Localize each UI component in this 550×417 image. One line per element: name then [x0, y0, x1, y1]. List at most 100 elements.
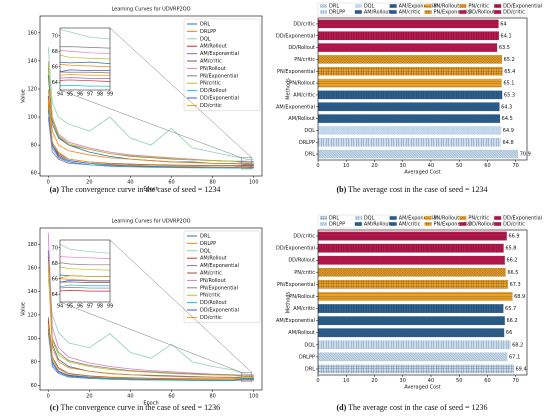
series-line — [47, 326, 254, 381]
y-tick-label: DRL — [305, 152, 315, 158]
inset-x-tick-label: 99 — [107, 92, 113, 98]
value-label: 65.7 — [505, 306, 516, 312]
legend-swatch-hatch — [320, 222, 327, 226]
x-axis-label: Averaged Cost — [404, 385, 440, 391]
caption-label: (b) — [337, 185, 347, 194]
series-line — [47, 100, 254, 168]
inset-line — [60, 284, 110, 288]
x-tick-label: 100 — [249, 180, 259, 186]
y-tick-label: 120 — [27, 312, 37, 318]
inset-line — [60, 281, 110, 283]
series-line — [47, 88, 254, 166]
legend-swatch-hatch — [459, 10, 467, 14]
legend-label: DRLPP — [200, 29, 216, 35]
legend-swatch-hatch — [459, 222, 467, 226]
legend-swatch-hatch — [424, 4, 432, 8]
x-tick-label: 10 — [343, 378, 349, 384]
inset-line — [60, 54, 110, 60]
legend-label: DD/critic — [200, 315, 222, 321]
y-tick-label: 180 — [27, 242, 37, 248]
value-label: 66.2 — [506, 258, 517, 264]
inset-x-tick-label: 97 — [87, 92, 93, 98]
lines — [47, 46, 254, 169]
y-tick-label: PN/Rollout — [289, 294, 315, 300]
legend-label: DQL — [364, 216, 375, 222]
value-label: 66.2 — [506, 318, 517, 324]
inset-line — [60, 74, 110, 76]
x-tick-label: 80 — [209, 180, 215, 186]
legend-label: DD/Rollout — [468, 222, 495, 228]
chart-title: Learning Curves for UDVRP2OO — [111, 7, 190, 13]
inset-x-tick-label: 95 — [67, 92, 73, 98]
value-label: 66.5 — [507, 270, 518, 276]
series-line — [47, 67, 254, 162]
inset-line — [60, 256, 110, 259]
legend-label: DD/Rollout — [468, 10, 495, 16]
y-tick-label: 80 — [31, 359, 37, 365]
inset-lines — [60, 29, 110, 87]
series-line — [47, 63, 254, 164]
inset-y-tick-label: 68 — [52, 49, 58, 55]
y-tick-label: PN/Exponential — [277, 69, 315, 75]
inset-x-tick-label: 99 — [107, 304, 113, 310]
inset-y-tick-label: 66 — [52, 64, 58, 70]
plot-frame — [317, 17, 528, 161]
y-tick-label: 100 — [27, 336, 37, 342]
value-label: 65.1 — [503, 81, 514, 87]
legend-label: DD/critic — [503, 10, 525, 16]
zoom-connector — [109, 239, 252, 373]
x-axis-label: Epoch — [143, 401, 158, 407]
y-tick-label: DD/Exponential — [276, 246, 315, 252]
inset-line — [60, 290, 110, 292]
legend-swatch-hatch — [494, 222, 502, 226]
bar-hatch — [317, 328, 505, 338]
y-tick-label: DRLPP — [299, 140, 315, 146]
zoom-connector — [59, 89, 242, 158]
zoom-connector — [109, 27, 252, 158]
value-label: 65.4 — [504, 69, 515, 75]
x-tick-label: 30 — [400, 378, 406, 384]
x-tick-label: 20 — [371, 163, 377, 169]
x-tick-label: 0 — [316, 163, 319, 169]
inset-line — [60, 266, 110, 271]
legend-label: DD/Exponential — [503, 216, 542, 222]
y-tick-label: AM/critic — [293, 306, 315, 312]
caption-label: (c) — [50, 403, 59, 412]
legend-label: AM/Rollout — [364, 10, 391, 16]
legend-swatch-hatch — [389, 222, 397, 226]
x-tick-label: 30 — [400, 163, 406, 169]
value-label: 63.5 — [499, 45, 510, 51]
value-label: 64.1 — [501, 33, 512, 39]
inset-line — [60, 61, 110, 65]
bar-hatch — [317, 149, 519, 159]
legend-label: PN/Exponential — [434, 222, 472, 228]
inset-y-tick-label: 68 — [52, 261, 58, 267]
y-tick-label: 140 — [27, 289, 37, 295]
y-tick-label: PN/Exponential — [277, 282, 315, 288]
inset-x-tick-label: 94 — [57, 304, 63, 310]
bar-hatch — [317, 231, 508, 241]
legend-label: AM/critic — [200, 59, 222, 65]
y-tick-label: DQL — [304, 128, 315, 134]
value-label: 64.5 — [502, 116, 513, 122]
inset-line — [60, 79, 110, 82]
series-line — [47, 46, 254, 161]
y-tick-label: DD/Exponential — [276, 33, 315, 39]
lines — [47, 232, 254, 382]
inset-x-tick-label: 96 — [77, 304, 83, 310]
x-tick-label: 60 — [168, 394, 174, 400]
inset-y-tick-label: 66 — [52, 276, 58, 282]
inset-line — [60, 77, 110, 79]
x-tick-label: 0 — [47, 180, 50, 186]
y-tick-label: 80 — [31, 143, 37, 149]
legend-label: DRL — [329, 4, 339, 10]
legend-swatch-hatch — [389, 10, 397, 14]
bar-hatch — [317, 243, 504, 253]
caption-text: The average cost in the case of seed = 1… — [348, 185, 487, 194]
inset-line — [60, 243, 110, 254]
value-label: 65.2 — [504, 57, 515, 63]
inset-x-tick-label: 98 — [97, 92, 103, 98]
legend-label: PN/Rollout — [434, 4, 460, 10]
series-line — [47, 262, 254, 378]
series-line — [47, 279, 254, 375]
